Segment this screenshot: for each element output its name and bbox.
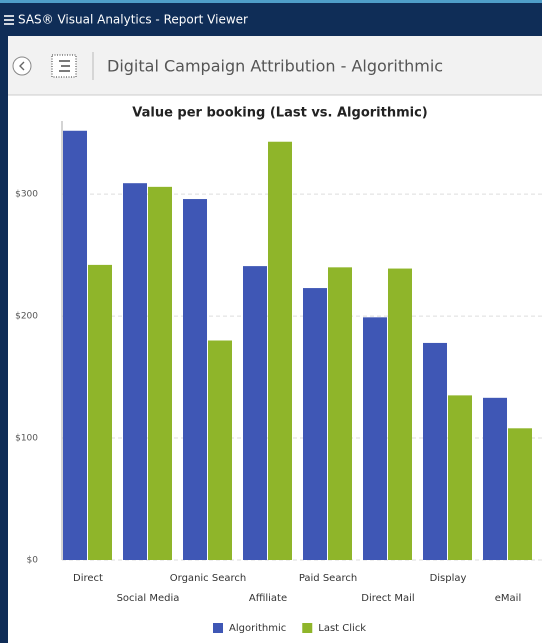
menu-icon[interactable] xyxy=(4,15,14,25)
bar xyxy=(303,288,327,560)
contents-icon xyxy=(59,60,70,72)
y-tick-label: $100 xyxy=(15,434,38,444)
bar xyxy=(363,317,387,560)
title-bar xyxy=(0,0,542,36)
x-tick-label: Direct xyxy=(73,573,103,584)
y-tick-label: $200 xyxy=(15,312,38,322)
back-button[interactable] xyxy=(12,56,32,76)
bar xyxy=(388,268,412,560)
x-tick-label: Display xyxy=(430,573,467,584)
y-tick-label: $300 xyxy=(15,190,38,200)
bar xyxy=(123,183,147,561)
legend-swatch xyxy=(302,623,313,633)
bar xyxy=(183,199,207,561)
back-arrow xyxy=(19,61,25,71)
x-tick-label: eMail xyxy=(495,593,521,604)
bar xyxy=(423,342,447,560)
bar xyxy=(328,267,352,560)
x-tick-label: Affiliate xyxy=(249,593,287,604)
legend-label: Last Click xyxy=(318,623,366,634)
y-tick-label: $0 xyxy=(27,556,39,566)
app-title: SAS® Visual Analytics - Report Viewer xyxy=(18,13,248,27)
bar xyxy=(508,428,532,560)
toolbar xyxy=(8,36,542,95)
bar xyxy=(268,141,292,560)
x-tick-label: Social Media xyxy=(117,593,180,604)
x-tick-label: Direct Mail xyxy=(361,593,414,604)
chart-title: Value per booking (Last vs. Algorithmic) xyxy=(132,106,427,121)
top-strip xyxy=(0,0,542,3)
report-title: Digital Campaign Attribution - Algorithm… xyxy=(107,57,443,76)
bar xyxy=(88,264,112,560)
x-tick-label: Paid Search xyxy=(299,573,357,584)
x-tick-label: Organic Search xyxy=(170,573,246,584)
legend-label: Algorithmic xyxy=(229,623,286,634)
bar xyxy=(243,266,267,560)
bar xyxy=(448,395,472,560)
bar xyxy=(483,397,507,560)
legend-swatch xyxy=(213,623,223,633)
bar xyxy=(148,186,172,560)
left-border xyxy=(0,36,8,643)
bar xyxy=(208,340,232,560)
bar xyxy=(63,130,87,560)
